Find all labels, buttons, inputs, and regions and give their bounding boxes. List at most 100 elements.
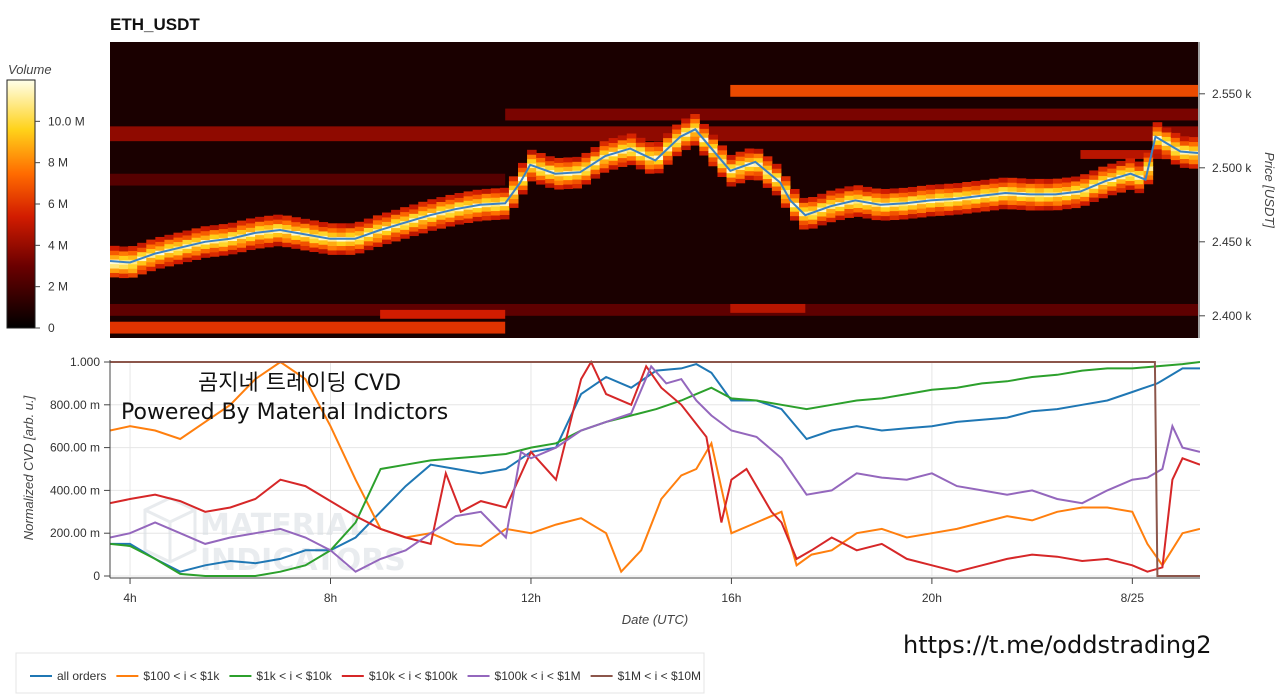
heatmap-cell xyxy=(944,201,954,207)
heatmap-cell xyxy=(345,232,356,238)
heatmap-cell xyxy=(218,241,229,247)
heatmap-cell xyxy=(527,171,537,177)
heatmap-cell xyxy=(372,215,383,221)
heatmap-cell xyxy=(436,205,446,211)
heatmap-cell xyxy=(826,217,836,223)
heatmap-cell xyxy=(400,211,410,217)
heatmap-cell xyxy=(644,146,655,152)
heatmap-cell xyxy=(989,183,1000,189)
heatmap-cell xyxy=(898,214,909,220)
heatmap-cell xyxy=(672,146,682,152)
heatmap-cell xyxy=(182,252,193,258)
heatmap-cell xyxy=(1170,155,1181,161)
heatmap-cell xyxy=(1143,157,1154,163)
heatmap-cell xyxy=(690,140,700,146)
overlay-subtitle: Powered By Material Indictors xyxy=(121,400,448,425)
heatmap-cell xyxy=(427,221,437,227)
heatmap-cell xyxy=(817,198,827,204)
heatmap-cell xyxy=(200,252,211,258)
heatmap-cell xyxy=(1098,175,1108,181)
heatmap-cell xyxy=(762,156,773,162)
heatmap-cell xyxy=(935,188,945,194)
heatmap-cell xyxy=(300,236,310,242)
heatmap-cell xyxy=(953,205,963,211)
heatmap-cell xyxy=(907,186,918,192)
heatmap-cell xyxy=(155,259,165,265)
heatmap-cell xyxy=(1107,181,1117,187)
heatmap-cell xyxy=(227,227,238,233)
heatmap-cell xyxy=(871,210,882,216)
heatmap-cell xyxy=(545,173,555,179)
cvd-x-tick-label: 12h xyxy=(521,591,541,605)
heatmap-cell xyxy=(1052,187,1063,193)
heatmap-cell xyxy=(962,199,972,205)
overlay-title: 곰지네 트레이딩 CVD xyxy=(198,371,401,396)
heatmap-cell xyxy=(409,222,419,228)
heatmap-cell xyxy=(1043,187,1054,193)
heatmap-cell xyxy=(499,196,510,202)
heatmap-cell xyxy=(191,237,202,243)
heatmap-cell xyxy=(246,227,256,233)
heatmap-cell xyxy=(935,184,945,190)
heatmap-cell xyxy=(499,210,510,215)
heatmap-cell xyxy=(1152,139,1163,145)
heatmap-cell xyxy=(1152,148,1163,154)
heatmap-cell xyxy=(354,248,365,254)
heatmap-cell xyxy=(527,154,537,160)
colorbar-tick-label: 0 xyxy=(48,321,55,335)
heatmap-cell xyxy=(336,227,347,233)
heatmap-cell xyxy=(971,203,981,209)
heatmap-cell xyxy=(146,266,156,272)
heatmap-cell xyxy=(300,218,310,224)
heatmap-cell xyxy=(989,187,1000,193)
heatmap-cell xyxy=(590,173,601,179)
heatmap-cell xyxy=(962,181,972,187)
heatmap-cell xyxy=(1016,182,1027,188)
heatmap-cell xyxy=(1188,154,1198,160)
heatmap-cell xyxy=(916,185,927,191)
heatmap-cell xyxy=(236,242,247,248)
heatmap-cell xyxy=(128,272,138,278)
heatmap-cell xyxy=(1125,184,1136,190)
heatmap-cell xyxy=(926,193,936,199)
heatmap-cell xyxy=(1170,132,1181,138)
heatmap-cell xyxy=(1016,196,1027,202)
heatmap-cell xyxy=(762,182,773,188)
heatmap-cell xyxy=(672,124,682,130)
heatmap-cell xyxy=(327,227,338,233)
heatmap-cell xyxy=(1170,137,1181,143)
heatmap-cell xyxy=(309,238,320,244)
heatmap-cell xyxy=(137,269,147,275)
heatmap-cell xyxy=(499,192,510,198)
heatmap-cell xyxy=(273,236,283,242)
heatmap-cell xyxy=(935,202,945,207)
heatmap-cell xyxy=(445,217,456,223)
heatmap-cell xyxy=(345,223,356,229)
heatmap-cell xyxy=(563,184,573,190)
heatmap-cell xyxy=(1170,159,1181,165)
heatmap-cell xyxy=(1134,161,1145,167)
heatmap-cell xyxy=(218,250,229,256)
heatmap-cell xyxy=(436,201,446,207)
heatmap-cell xyxy=(1188,159,1198,165)
heatmap-cell xyxy=(1143,179,1154,185)
heatmap-cell xyxy=(599,145,610,151)
heatmap-cell xyxy=(1062,199,1072,205)
heatmap-cell xyxy=(354,230,365,236)
heatmap-cell xyxy=(635,160,646,165)
heatmap-cell xyxy=(554,166,564,172)
heatmap-cell xyxy=(989,178,1000,184)
heatmap-cell xyxy=(635,146,646,152)
heatmap-cell xyxy=(454,210,465,216)
heatmap-cell xyxy=(164,239,174,245)
heatmap-cell xyxy=(164,261,174,267)
heatmap-cell xyxy=(128,250,138,256)
heatmap-cell xyxy=(1098,193,1108,199)
heatmap-cell xyxy=(572,165,582,171)
heatmap-cell xyxy=(862,209,873,215)
heatmap-cell xyxy=(935,206,945,212)
heatmap-cell xyxy=(808,223,818,229)
heatmap-cell xyxy=(735,160,746,166)
heatmap-cell xyxy=(1134,166,1145,171)
heatmap-cell xyxy=(227,222,238,228)
